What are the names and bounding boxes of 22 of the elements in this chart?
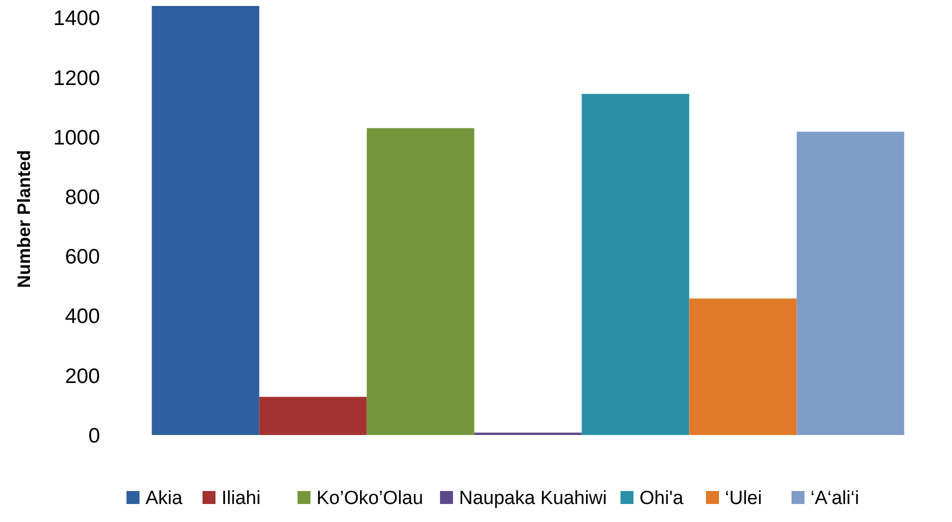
- y-tick-label: 400: [64, 305, 100, 328]
- bar: [796, 132, 904, 435]
- legend-label: Iliahi: [222, 488, 261, 510]
- y-tick-label: 1400: [53, 7, 100, 30]
- legend-label: Akia: [146, 488, 183, 510]
- bar: [259, 396, 367, 435]
- bar: [366, 128, 474, 435]
- y-tick-label: 200: [64, 364, 100, 388]
- y-tick-label: 800: [64, 186, 100, 210]
- bar: [152, 6, 260, 435]
- legend-label: ‘A‘ali‘i: [810, 488, 860, 510]
- legend-label: Ohi'a: [640, 488, 684, 510]
- y-tick-label: 1200: [53, 66, 100, 90]
- y-tick-label: 1000: [53, 126, 100, 150]
- y-tick-label: 600: [64, 246, 100, 269]
- legend-label: Naupaka Kuahiwi: [459, 488, 607, 510]
- legend-label: Ko’Oko’Olau: [316, 488, 424, 510]
- y-tick-label: 0: [88, 424, 100, 448]
- y-axis-title: Number Planted: [14, 150, 34, 288]
- bar: [582, 94, 690, 435]
- legend-label: ‘Ulei: [725, 488, 762, 510]
- bar: [689, 298, 797, 435]
